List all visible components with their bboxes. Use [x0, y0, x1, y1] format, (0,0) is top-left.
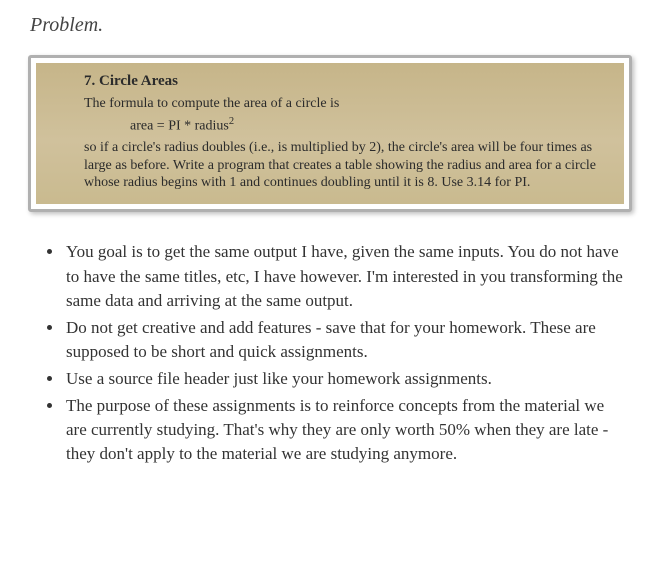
textbook-excerpt-frame: 7. Circle Areas The formula to compute t…: [28, 55, 632, 212]
textbook-excerpt: 7. Circle Areas The formula to compute t…: [36, 63, 624, 204]
list-item: The purpose of these assignments is to r…: [64, 394, 626, 466]
list-item: You goal is to get the same output I hav…: [64, 240, 626, 312]
list-item: Do not get creative and add features - s…: [64, 316, 626, 364]
textbook-intro-line: The formula to compute the area of a cir…: [84, 96, 596, 112]
instructions-list: You goal is to get the same output I hav…: [64, 240, 626, 466]
formula-text: area = PI * radius: [130, 119, 229, 134]
textbook-formula: area = PI * radius2: [130, 116, 596, 135]
textbook-problem-title: 7. Circle Areas: [84, 73, 596, 90]
formula-exponent: 2: [229, 116, 234, 127]
problem-heading: Problem.: [30, 14, 632, 37]
textbook-body: so if a circle's radius doubles (i.e., i…: [84, 139, 596, 193]
list-item: Use a source file header just like your …: [64, 367, 626, 391]
